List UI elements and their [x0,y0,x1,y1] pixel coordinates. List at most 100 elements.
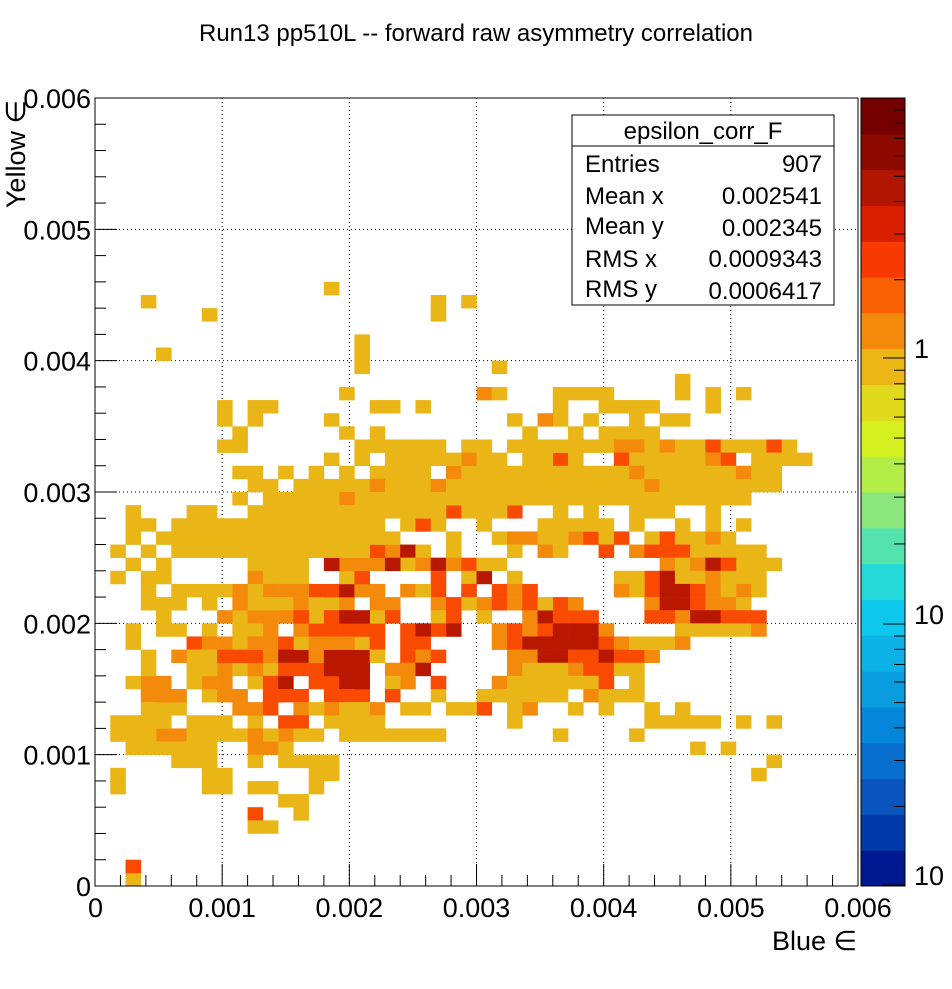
heatmap-cell [156,741,172,755]
heatmap-cell [644,610,660,624]
heatmap-cell [247,675,264,690]
heatmap-cell [476,465,493,480]
heatmap-cell [217,715,233,729]
heatmap-cell [262,518,279,532]
heatmap-cell [659,557,676,572]
heatmap-cell [354,583,370,598]
heatmap-cell [705,597,721,611]
heatmap-cell [384,531,401,545]
color-scale-segment [861,527,905,565]
heatmap-cell [751,557,767,572]
heatmap-cell [659,413,676,427]
heatmap-cell [293,610,309,624]
heatmap-cell [247,636,264,650]
heatmap-cell [354,347,370,361]
heatmap-cell [156,557,172,572]
heatmap-cell [400,492,416,506]
heatmap-cell [568,662,584,677]
heatmap-cell [262,597,279,611]
heatmap-cell [262,728,279,742]
heatmap-cell [201,583,218,598]
color-scale-segment [861,169,905,206]
heatmap-cell [308,478,325,493]
heatmap-cell [568,649,584,664]
heatmap-cell [568,426,584,440]
heatmap-cell [522,610,538,624]
heatmap-cell [339,649,355,664]
heatmap-cell [384,689,401,703]
heatmap-cell [354,360,370,375]
heatmap-cell [644,570,660,585]
heatmap-cell [735,623,752,637]
heatmap-cell [720,452,737,467]
heatmap-cell [644,439,660,453]
heatmap-cell [674,386,691,401]
heatmap-cell [415,505,432,519]
heatmap-cell [400,465,416,480]
heatmap-cell [400,649,416,664]
heatmap-cell [278,741,294,755]
heatmap-cell [369,715,386,729]
heatmap-cell [262,702,279,716]
heatmap-cell [583,531,599,545]
heatmap-cell [507,505,523,519]
x-tick-label: 0.001 [188,893,256,923]
heatmap-cell [217,413,233,427]
heatmap-cell [140,715,157,729]
heatmap-cell [415,728,432,742]
heatmap-cell [247,400,264,414]
heatmap-cell [507,689,523,703]
heatmap-cell [461,439,477,453]
color-scale-segment [861,635,905,672]
heatmap-cell [247,465,264,480]
heatmap-cell [201,544,218,558]
heatmap-cell [339,531,355,545]
heatmap-cell [507,715,523,729]
heatmap-cell [384,505,401,519]
heatmap-cell [186,636,203,650]
heatmap-cell [293,715,309,729]
heatmap-cell [247,478,264,493]
color-scale-segment [861,241,905,278]
heatmap-cell [507,439,523,453]
y-tick-label: 0.005 [23,215,91,245]
y-tick-label: 0.004 [23,347,91,377]
heatmap-cell [232,531,248,545]
heatmap-cell [323,689,340,703]
heatmap-cell [400,702,416,716]
heatmap-cell [476,570,493,585]
heatmap-cell [598,478,615,493]
heatmap-cell [308,505,325,519]
heatmap-cell [461,570,477,585]
heatmap-cell [690,531,706,545]
y-tick-label: 0 [76,872,91,902]
heatmap-cell [659,505,676,519]
heatmap-cell [354,439,370,453]
heatmap-cell [552,636,569,650]
heatmap-cell [430,478,447,493]
stats-box-frame [571,114,835,306]
heatmap-cell [613,452,630,467]
heatmap-cell [629,570,645,585]
heatmap-cell [232,662,248,677]
heatmap-cell [537,675,554,690]
color-scale-segment [861,850,905,887]
heatmap-cell [735,610,752,624]
heatmap-cell [705,583,721,598]
heatmap-cell [629,649,645,664]
heatmap-cell [400,623,416,637]
heatmap-cell [293,478,309,493]
heatmap-cell [491,465,508,480]
heatmap-cell [140,597,157,611]
heatmap-cell [598,386,615,401]
heatmap-cell [781,452,798,467]
heatmap-cell [430,570,447,585]
heatmap-cell [247,715,264,729]
heatmap-cell [339,610,355,624]
y-tick-label: 0.003 [23,478,91,508]
heatmap-cell [690,452,706,467]
heatmap-cell [262,557,279,572]
heatmap-cells [110,281,813,887]
heatmap-cell [262,689,279,703]
heatmap-cell [751,478,767,493]
